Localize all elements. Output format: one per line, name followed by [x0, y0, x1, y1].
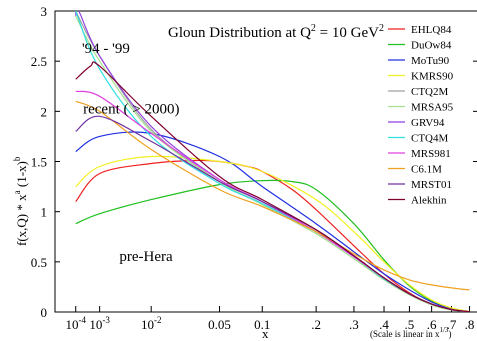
series-line-alekhin: [75, 61, 470, 312]
y-axis-label-a: f(x,Q): [14, 214, 29, 246]
chart-title: Gloun Distribution at Q2 = 10 GeV2: [168, 23, 384, 41]
x-tick-label: 0.05: [208, 317, 231, 332]
x-tick-label-base: 10: [65, 317, 78, 332]
x-tick-label: .6: [427, 317, 437, 332]
series-line-mrsa95: [75, 15, 470, 312]
chart-title-sup: 2: [311, 23, 316, 34]
series-line-motu90: [75, 131, 470, 312]
y-tick-label: 1: [41, 205, 48, 220]
x-tick-label: 10-2: [141, 315, 162, 332]
x-tick-label: 0.1: [254, 317, 270, 332]
y-axis-label-c: (1-x): [14, 161, 29, 190]
legend-label-alekhin: Alekhin: [411, 195, 447, 207]
x-tick-label: .2: [311, 317, 321, 332]
y-tick-label: 3: [41, 4, 48, 19]
x-scale-note: (Scale is linear in x1/3): [370, 326, 451, 339]
annotations: '94 - '99 recent ( > 2000) pre-Hera: [82, 41, 180, 265]
x-tick-label-exp: -4: [78, 315, 86, 325]
y-tick-label: 2: [41, 104, 48, 119]
y-axis-label-b: * x: [14, 194, 29, 214]
x-tick-label-base: 10: [141, 317, 154, 332]
y-tick-label: 0.5: [31, 255, 47, 270]
x-tick-label: .5: [405, 317, 415, 332]
x-scale-note-main: (Scale is linear in x: [370, 329, 440, 339]
x-scale-note-close: ): [448, 329, 451, 339]
x-tick-label-exp: -3: [102, 315, 110, 325]
series-line-kmrs90: [75, 155, 470, 312]
legend-label-mrs981: MRS981: [411, 148, 451, 160]
chart-title-main: Gloun Distribution at Q: [168, 25, 311, 41]
x-tick-label: 10-3: [89, 315, 110, 332]
y-axis-label-c-sup: b: [12, 156, 22, 161]
x-tick-label-exp: -2: [154, 315, 162, 325]
legend-label-ctq2m: CTQ2M: [411, 86, 449, 98]
legend-label-motu90: MoTu90: [411, 55, 450, 67]
series-line-mrst01: [75, 115, 470, 312]
y-axis: 0 0.5 1 1.5 2 2.5 3: [31, 4, 477, 320]
legend-label-duow84: DuOw84: [411, 40, 452, 52]
x-tick-label: 10-4: [65, 315, 86, 332]
annotation-pre-hera: pre-Hera: [119, 249, 173, 265]
series-line-duow84: [75, 179, 470, 312]
y-tick-label: 0: [41, 305, 48, 320]
chart-title-sup2: 2: [379, 23, 384, 34]
x-scale-note-sup: 1/3: [439, 326, 448, 334]
legend-label-ctq4m: CTQ4M: [411, 133, 449, 145]
x-tick-label-base: 10: [89, 317, 102, 332]
legend-label-mrst01: MRST01: [411, 179, 452, 191]
legend-label-ehlq84: EHLQ84: [411, 24, 452, 36]
legend-label-grv94: GRV94: [411, 117, 445, 129]
x-tick-label: .8: [465, 317, 475, 332]
y-tick-label: 2.5: [31, 54, 47, 69]
legend-label-mrsa95: MRSA95: [411, 102, 454, 114]
x-tick-label: .3: [349, 317, 359, 332]
y-tick-label: 1.5: [31, 155, 47, 170]
y-axis-label-b-sup: a: [12, 190, 22, 194]
chart-title-eq: = 10 GeV: [316, 25, 379, 41]
x-axis: 10-4 10-3 10-2 0.05 0.1.2.3.4.5.6.7.8: [65, 306, 474, 332]
legend: EHLQ84 DuOw84 MoTu90 KMRS90 CTQ2M MRSA95 GRV94…: [388, 24, 454, 207]
legend-label-c6-1m: C6.1M: [411, 164, 442, 176]
annotation-recent-2000: recent ( > 2000): [83, 101, 179, 117]
x-axis-label: x: [262, 326, 269, 341]
legend-label-kmrs90: KMRS90: [411, 71, 454, 83]
x-tick-label: .4: [379, 317, 389, 332]
y-axis-label: f(x,Q) * xa (1-x)b: [12, 156, 29, 246]
x-tick-label: .7: [447, 317, 457, 332]
annotation-94-99: '94 - '99: [82, 41, 130, 57]
curves: [75, 11, 470, 312]
